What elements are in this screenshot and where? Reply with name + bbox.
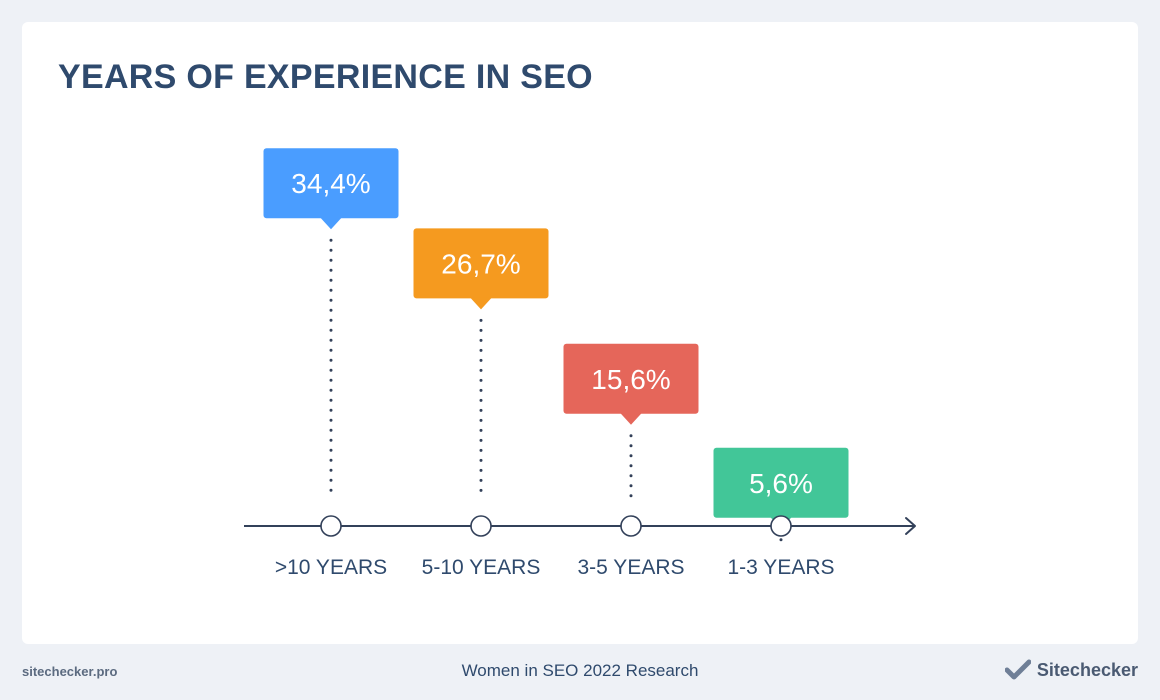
value-bar bbox=[713, 447, 849, 518]
axis-marker bbox=[770, 515, 792, 537]
data-label: 5,6% bbox=[749, 468, 813, 499]
callout-pointer bbox=[320, 217, 342, 230]
data-label: 15,6% bbox=[591, 364, 670, 395]
category-label: 1-3 YEARS bbox=[728, 556, 835, 579]
callout-pointer bbox=[470, 297, 492, 310]
category-label: 5-10 YEARS bbox=[422, 556, 541, 579]
axis-marker bbox=[320, 515, 342, 537]
chart-card: YEARS OF EXPERIENCE IN SEO bbox=[22, 22, 1138, 644]
footer-caption: Women in SEO 2022 Research bbox=[461, 661, 699, 680]
chart-title: YEARS OF EXPERIENCE IN SEO bbox=[58, 58, 593, 96]
footer-brand: Sitechecker bbox=[1036, 659, 1138, 680]
footer: sitechecker.pro Women in SEO 2022 Resear… bbox=[0, 644, 1160, 700]
category-label: 3-5 YEARS bbox=[578, 556, 685, 579]
footer-site[interactable]: sitechecker.pro bbox=[22, 664, 118, 679]
axis-marker bbox=[620, 515, 642, 537]
axis-marker bbox=[470, 515, 492, 537]
footer-brand-logo[interactable]: Sitechecker bbox=[1004, 659, 1138, 681]
category-label: >10 YEARS bbox=[275, 556, 387, 579]
x-axis-arrow bbox=[905, 517, 916, 535]
value-bar bbox=[263, 148, 399, 219]
checkmark-icon bbox=[1004, 659, 1031, 680]
data-label: 34,4% bbox=[291, 168, 370, 199]
data-label: 26,7% bbox=[441, 248, 520, 279]
value-bar bbox=[413, 228, 549, 299]
value-bar bbox=[563, 343, 699, 414]
callout-pointer bbox=[620, 412, 642, 425]
